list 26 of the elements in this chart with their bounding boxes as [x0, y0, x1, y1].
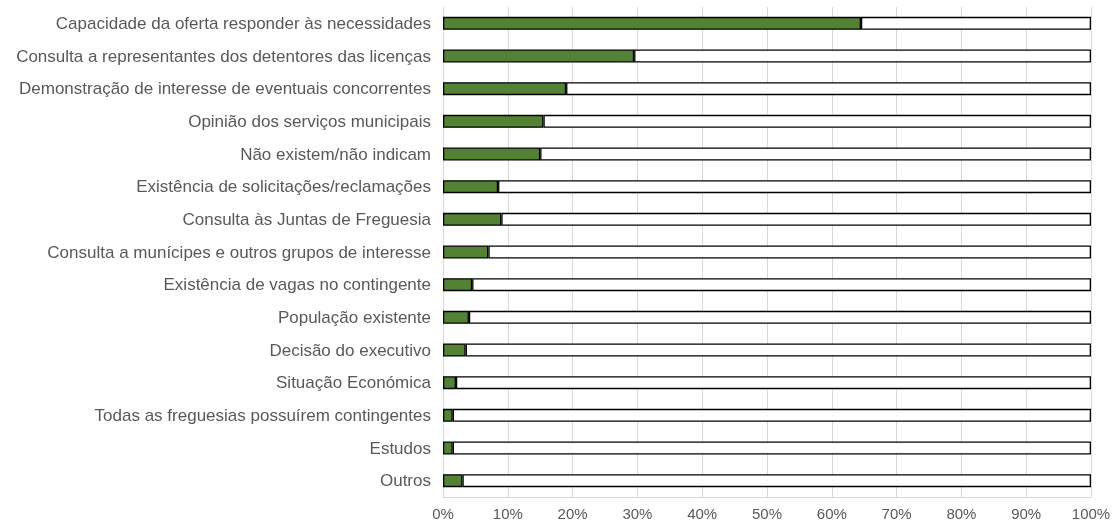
y-tick-label: Decisão do executivo	[269, 340, 431, 360]
x-tick-label: 0%	[432, 505, 454, 522]
x-tick-label: 30%	[622, 505, 653, 522]
x-tick-label: 40%	[687, 505, 718, 522]
y-tick-label: Não existem/não indicam	[240, 144, 431, 164]
y-tick-label: Consulta às Juntas de Freguesia	[182, 209, 432, 229]
y-tick-label: Existência de vagas no contingente	[163, 275, 431, 295]
y-tick-label: Demonstração de interesse de eventuais concorrentes	[18, 79, 431, 99]
y-tick-label: Capacidade da oferta responder às necessidades	[55, 13, 431, 33]
y-tick-label: Consulta a munícipes e outros grupos de interesse	[47, 242, 431, 262]
x-tick-label: 50%	[751, 505, 783, 522]
y-tick-label: Consulta a representantes dos detentores das licenças	[16, 46, 431, 66]
x-tick-label: 20%	[557, 505, 588, 522]
x-tick-label: 100%	[1071, 505, 1111, 522]
x-tick-label: 90%	[1011, 505, 1042, 522]
y-tick-label: Existência de solicitações/reclamações	[136, 177, 431, 197]
x-tick-label: 70%	[881, 505, 912, 522]
x-tick-label: 80%	[946, 505, 977, 522]
y-tick-label: Outros	[379, 471, 431, 491]
y-tick-label: Estudos	[369, 438, 431, 458]
x-tick-label: 10%	[492, 505, 523, 522]
y-tick-label: Opinião dos serviços municipais	[188, 111, 431, 131]
y-tick-label: Todas as freguesias possuírem contingentes	[94, 405, 431, 425]
y-tick-label: População existente	[277, 307, 431, 327]
x-tick-label: 60%	[816, 505, 847, 522]
y-tick-label: Situação Económica	[276, 373, 432, 393]
